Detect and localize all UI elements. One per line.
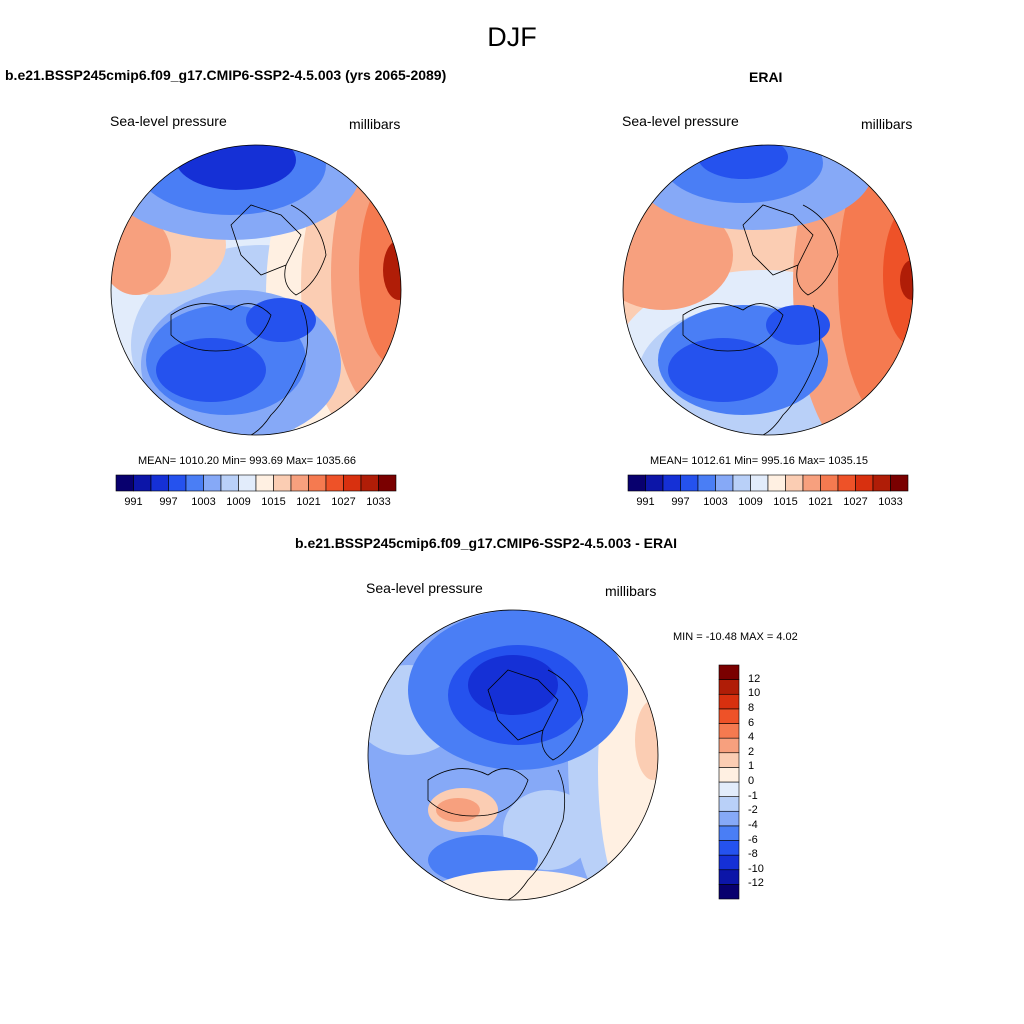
colorbar-swatch: [718, 767, 740, 783]
colorbar-model: [115, 474, 397, 492]
colorbar-tick-label: 6: [748, 716, 755, 729]
colorbar-tick-label: 1027: [843, 496, 868, 508]
colorbar-swatch: [325, 474, 344, 492]
colorbar-swatch: [718, 869, 740, 885]
colorbar-swatch: [855, 474, 874, 492]
colorbar-swatch: [890, 474, 909, 492]
colorbar-swatch: [115, 474, 134, 492]
units-label-obs: millibars: [861, 116, 913, 132]
colorbar-swatch: [718, 679, 740, 695]
season-title: DJF: [487, 22, 537, 52]
colorbar-swatch: [718, 854, 740, 871]
colorbar-swatch: [185, 474, 204, 492]
colorbar-swatch: [718, 840, 740, 856]
colorbar-swatch: [718, 664, 740, 680]
colorbar-obs: [627, 474, 909, 492]
panel-title-diff: b.e21.BSSP245cmip6.f09_g17.CMIP6-SSP2-4.…: [295, 535, 678, 551]
colorbar-swatch: [308, 474, 327, 492]
colorbar-swatch: [360, 474, 379, 492]
colorbar-swatch: [718, 708, 740, 724]
colorbar-swatch: [662, 474, 681, 492]
colorbar-swatch: [718, 781, 740, 797]
colorbar-swatch: [645, 474, 664, 492]
colorbar-swatch: [220, 474, 239, 492]
colorbar-swatch: [273, 474, 292, 492]
stats-obs: MEAN= 1012.61 Min= 995.16 Max= 1035.15: [650, 455, 869, 467]
colorbar-tick-label: -12: [748, 877, 764, 890]
colorbar-swatch: [718, 737, 740, 754]
colorbar-swatch: [697, 474, 716, 492]
polar-map-obs: [622, 144, 914, 436]
colorbar-tick-label: 1027: [331, 496, 356, 508]
colorbar-swatch: [378, 474, 397, 492]
units-label-model: millibars: [349, 116, 401, 132]
colorbar-swatch: [820, 474, 839, 492]
colorbar-tick-label: -1: [748, 789, 758, 802]
colorbar-tick-label: 991: [124, 496, 143, 508]
colorbar-tick-label: 1021: [808, 496, 833, 508]
colorbar-tick-label: -10: [748, 862, 764, 875]
colorbar-swatch: [715, 474, 734, 492]
colorbar-swatch: [718, 752, 740, 768]
colorbar-swatch: [627, 474, 646, 492]
colorbar-swatch: [718, 825, 740, 841]
colorbar-swatch: [150, 474, 169, 492]
colorbar-swatch: [255, 474, 274, 492]
colorbar-tick-label: -4: [748, 818, 758, 831]
colorbar-tick-label: 4: [748, 731, 755, 744]
colorbar-tick-label: 1021: [296, 496, 321, 508]
colorbar-swatch: [785, 474, 804, 492]
colorbar-swatch: [718, 693, 740, 710]
colorbar-tick-label: 1033: [878, 496, 903, 508]
stats-diff: MIN = -10.48 MAX = 4.02: [673, 631, 798, 643]
colorbar-tick-label: 1033: [366, 496, 391, 508]
colorbar-swatch: [718, 796, 740, 812]
colorbar-swatch: [203, 474, 222, 492]
colorbar-tick-label: 1: [748, 760, 755, 773]
stats-model: MEAN= 1010.20 Min= 993.69 Max= 1035.66: [138, 455, 357, 467]
polar-map-diff: [367, 609, 659, 901]
colorbar-swatch: [133, 474, 152, 492]
colorbar-tick-label: -8: [748, 848, 758, 861]
colorbar-tick-label: 1015: [773, 496, 798, 508]
colorbar-diff: [718, 664, 740, 900]
colorbar-tick-label: 12: [748, 672, 761, 685]
colorbar-swatch: [718, 723, 740, 739]
colorbar-tick-label: 1009: [738, 496, 763, 508]
colorbar-swatch: [290, 474, 309, 492]
colorbar-swatch: [718, 884, 740, 900]
colorbar-tick-label: 1003: [191, 496, 216, 508]
units-label-diff: millibars: [605, 583, 657, 599]
polar-map-model: [110, 144, 402, 436]
colorbar-tick-label: 8: [748, 701, 755, 714]
colorbar-tick-label: 10: [748, 687, 761, 700]
colorbar-tick-label: 1009: [226, 496, 251, 508]
colorbar-swatch: [732, 474, 751, 492]
colorbar-swatch: [837, 474, 856, 492]
colorbar-tick-label: 997: [671, 496, 690, 508]
colorbar-tick-label: 997: [159, 496, 178, 508]
colorbar-tick-label: 1003: [703, 496, 728, 508]
colorbar-swatch: [767, 474, 786, 492]
colorbar-tick-label: 991: [636, 496, 655, 508]
colorbar-swatch: [750, 474, 769, 492]
colorbar-swatch: [718, 810, 740, 827]
variable-label-obs: Sea-level pressure: [622, 113, 739, 129]
colorbar-swatch: [802, 474, 821, 492]
colorbar-swatch: [872, 474, 891, 492]
colorbar-tick-label: 1015: [261, 496, 286, 508]
colorbar-swatch: [680, 474, 699, 492]
variable-label-model: Sea-level pressure: [110, 113, 227, 129]
colorbar-tick-label: 0: [748, 775, 755, 787]
colorbar-swatch: [168, 474, 187, 492]
colorbar-tick-label: -2: [748, 804, 758, 817]
colorbar-swatch: [238, 474, 257, 492]
panel-title-obs: ERAI: [749, 69, 783, 85]
panel-title-model: b.e21.BSSP245cmip6.f09_g17.CMIP6-SSP2-4.…: [5, 67, 447, 83]
variable-label-diff: Sea-level pressure: [366, 580, 483, 596]
colorbar-tick-label: 2: [748, 745, 755, 758]
colorbar-tick-label: -6: [748, 833, 758, 846]
colorbar-swatch: [343, 474, 362, 492]
